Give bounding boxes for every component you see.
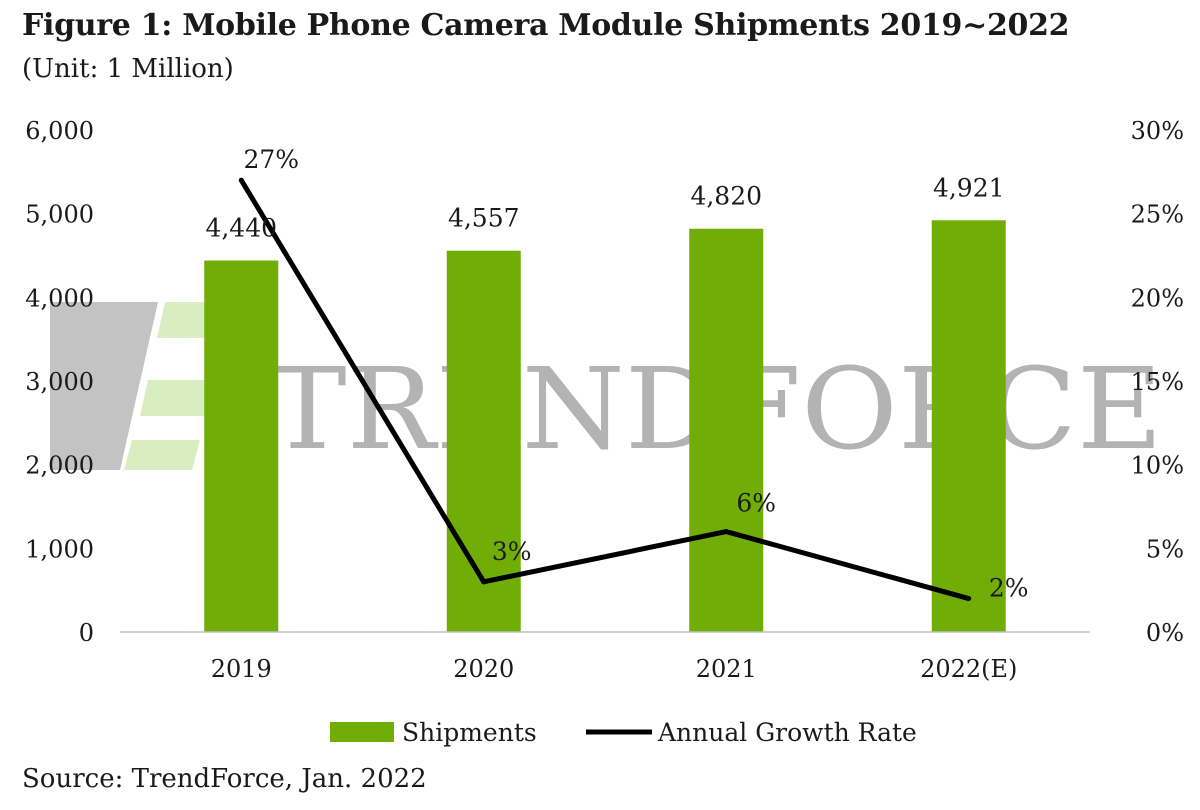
growth-point xyxy=(723,529,729,535)
growth-point xyxy=(481,579,487,585)
y-left-tick-label: 4,000 xyxy=(25,284,94,312)
bar xyxy=(446,250,521,632)
growth-point xyxy=(966,596,972,602)
bar xyxy=(931,220,1006,632)
legend: Shipments Annual Growth Rate xyxy=(330,718,917,747)
bar-data-label: 4,820 xyxy=(690,182,762,211)
legend-label-shipments: Shipments xyxy=(402,718,537,747)
y-left-tick-label: 2,000 xyxy=(25,452,94,480)
legend-swatch-shipments xyxy=(330,722,394,742)
x-tick-label: 2020 xyxy=(453,655,514,683)
bar-data-label: 4,921 xyxy=(933,173,1005,202)
bar xyxy=(689,228,764,632)
chart-title: Figure 1: Mobile Phone Camera Module Shi… xyxy=(22,8,1070,43)
source-note: Source: TrendForce, Jan. 2022 xyxy=(22,764,427,794)
x-tick-label: 2021 xyxy=(696,655,757,683)
line-data-label: 2% xyxy=(989,574,1029,603)
chart-subtitle: (Unit: 1 Million) xyxy=(22,54,234,84)
y-right-tick-label: 25% xyxy=(1131,201,1184,229)
y-right-tick-label: 30% xyxy=(1131,117,1184,145)
line-data-label: 3% xyxy=(492,537,532,566)
bar-data-label: 4,557 xyxy=(448,204,520,233)
x-tick-label: 2019 xyxy=(211,655,272,683)
y-left-tick-label: 3,000 xyxy=(25,368,94,396)
combo-chart: TRENDFORCE 01,0002,0003,0004,0005,0006,0… xyxy=(25,117,1184,747)
bar-data-label: 4,440 xyxy=(205,214,277,243)
y-left-tick-label: 0 xyxy=(79,619,94,647)
x-tick-label: 2022(E) xyxy=(920,655,1017,683)
y-right-tick-label: 15% xyxy=(1131,368,1184,396)
y-left-tick-label: 6,000 xyxy=(25,117,94,145)
y-left-tick-label: 1,000 xyxy=(25,535,94,563)
y-right-tick-label: 20% xyxy=(1131,284,1184,312)
legend-label-growth: Annual Growth Rate xyxy=(657,718,917,747)
growth-line xyxy=(239,178,970,601)
y-right-tick-label: 10% xyxy=(1131,452,1184,480)
line-data-label: 27% xyxy=(243,145,299,174)
plot-area: 0 1,000 2,000 3,000 4,000 5,000 6,000 0% 5% 10% 15… xyxy=(25,117,1184,683)
y-right-tick-label: 5% xyxy=(1146,535,1184,563)
bar xyxy=(204,260,279,632)
y-left-tick-label: 5,000 xyxy=(25,201,94,229)
line-data-label: 6% xyxy=(736,489,776,518)
growth-point xyxy=(238,177,244,183)
y-right-tick-label: 0% xyxy=(1146,619,1184,647)
